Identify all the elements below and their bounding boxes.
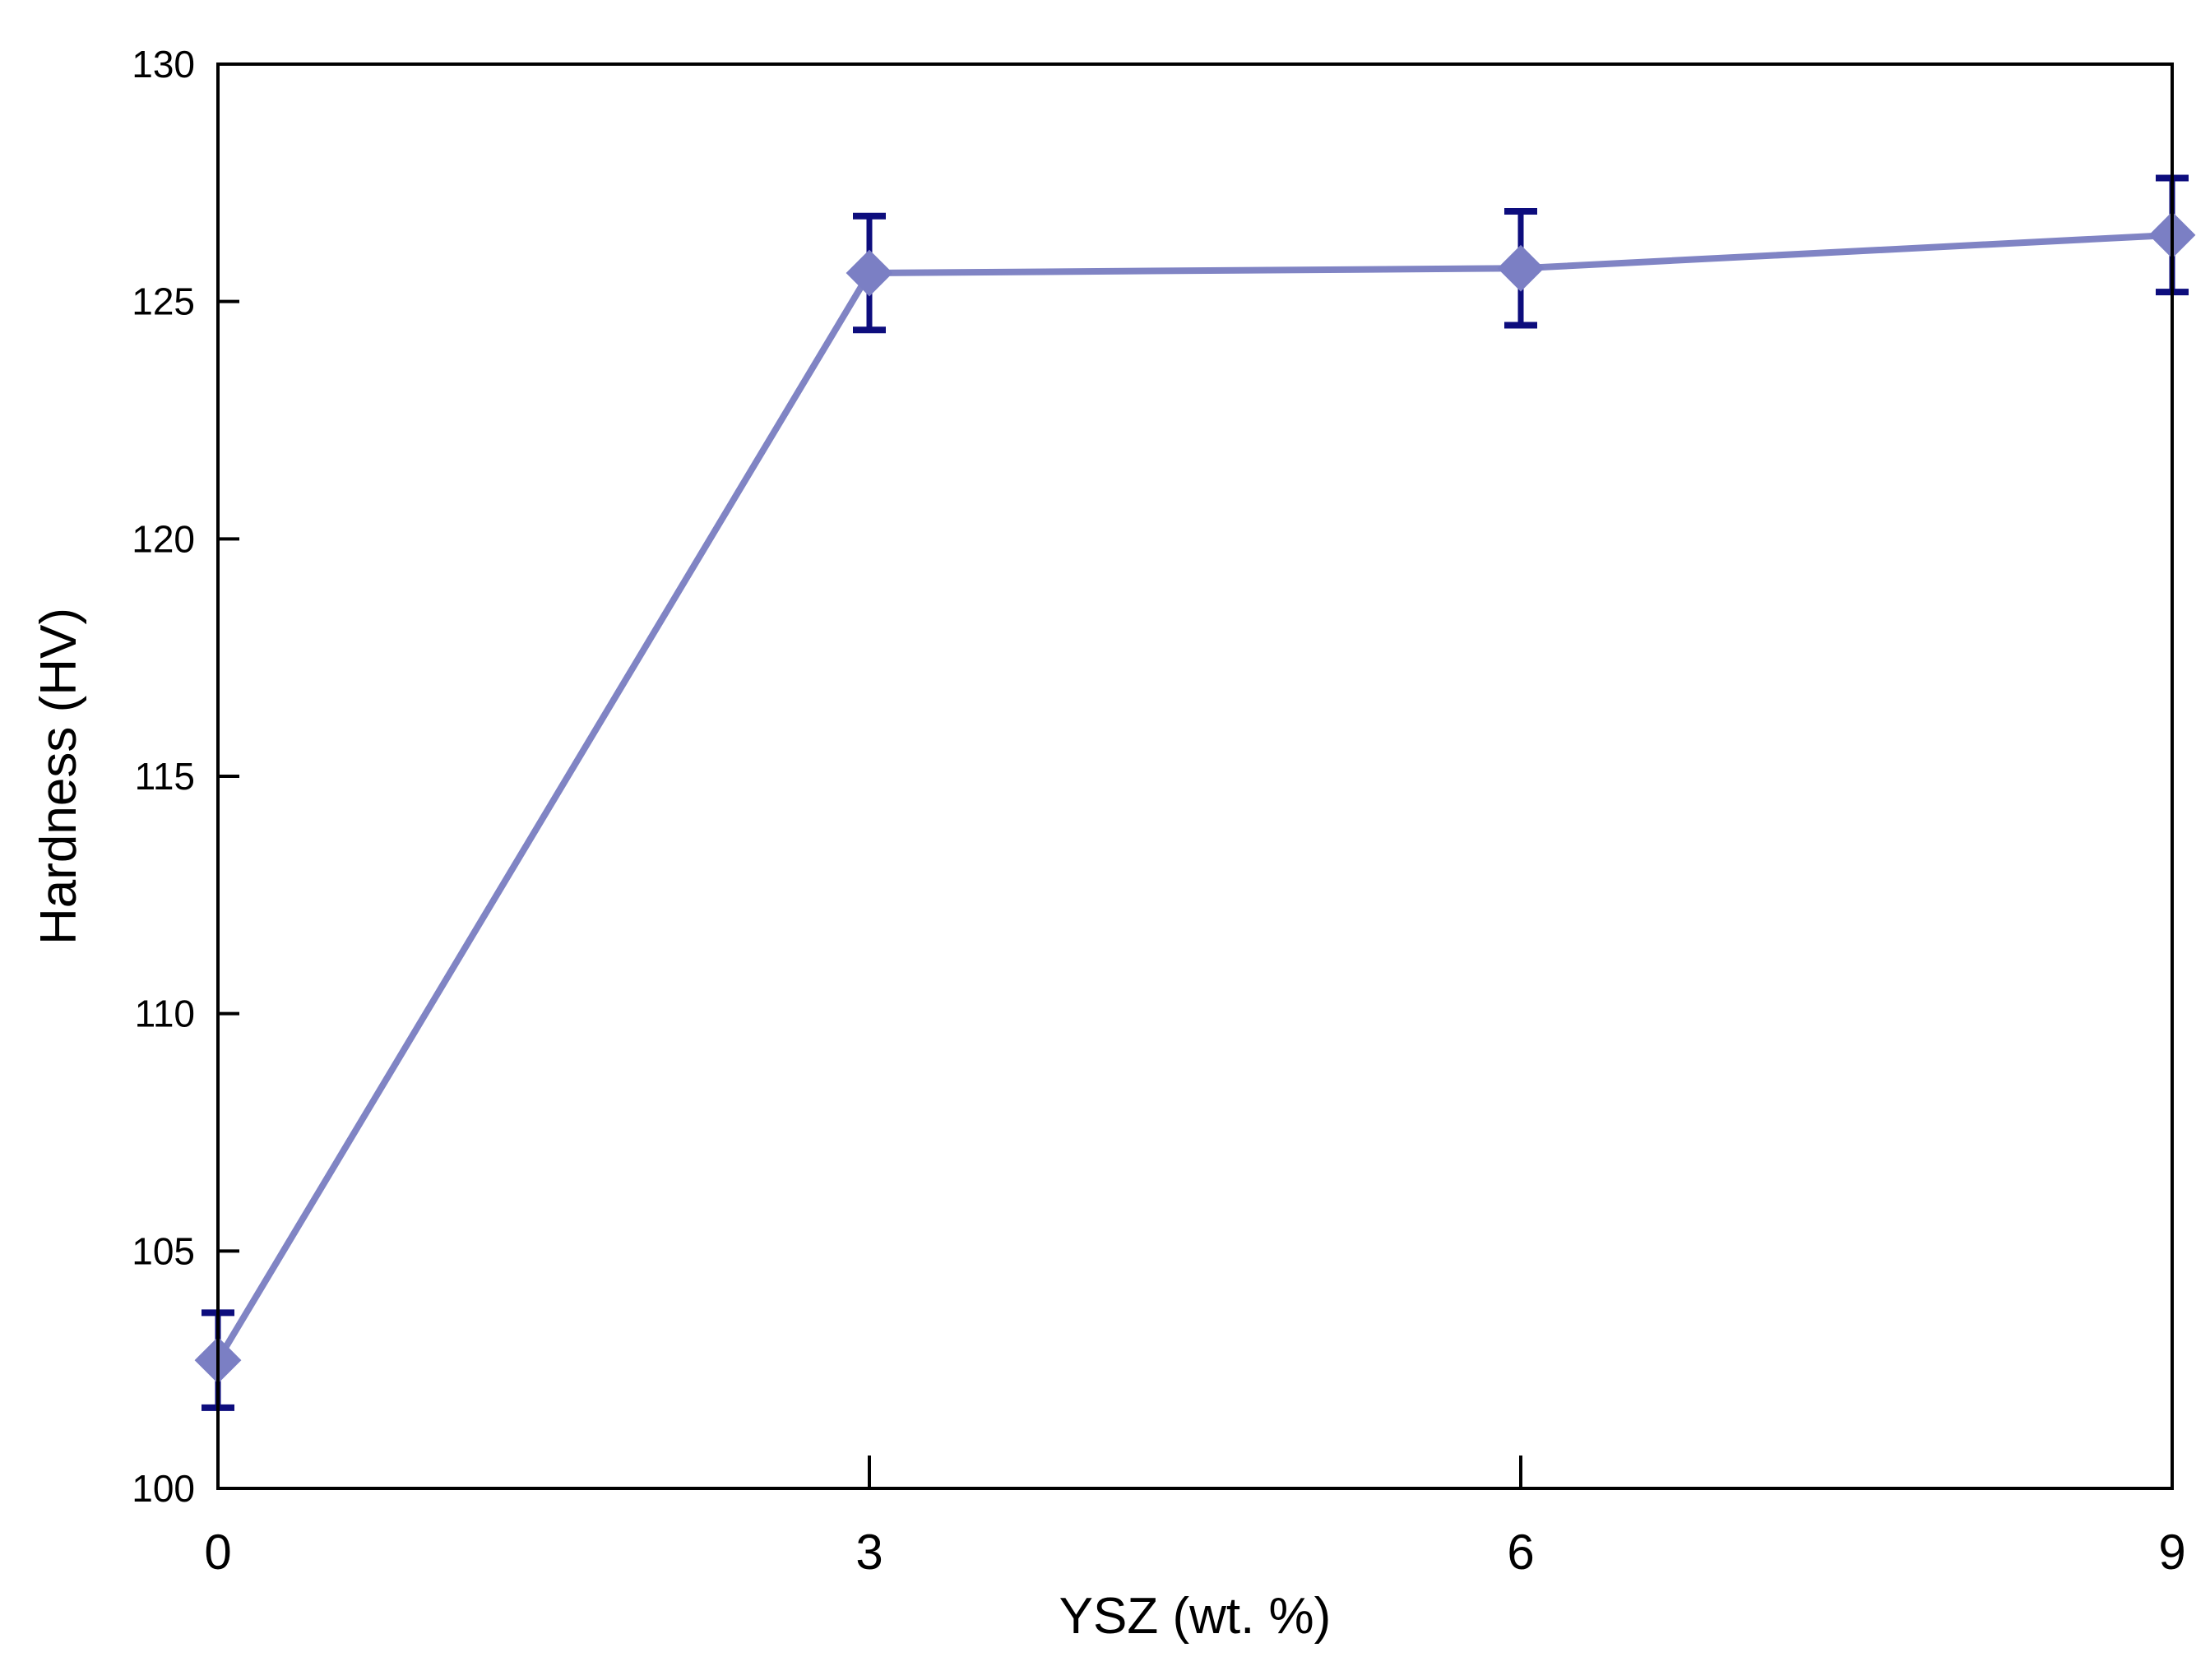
axis-ticks (218, 299, 1522, 1488)
data-point-6 (1497, 244, 1545, 292)
y-tick-label-110: 110 (135, 993, 195, 1035)
y-tick-label-105: 105 (132, 1229, 195, 1272)
x-axis-label: YSZ (wt. %) (1059, 1588, 1332, 1645)
series-line (215, 231, 2175, 1364)
x-tick-label-3: 3 (855, 1525, 883, 1580)
y-tick-label-125: 125 (132, 280, 195, 323)
y-tick-label-115: 115 (135, 755, 195, 798)
y-tick-label-100: 100 (132, 1467, 195, 1510)
plot-frame (216, 62, 2174, 1490)
data-point-3 (846, 249, 893, 297)
x-tick-label-6: 6 (1507, 1525, 1534, 1580)
y-tick-label-130: 130 (132, 43, 195, 86)
y-axis-label: Hardness (HV) (30, 608, 87, 945)
y-tick-label-120: 120 (132, 517, 195, 560)
tick-labels: 100 105 110 115 120 125 130 0 3 6 9 (132, 43, 2185, 1580)
x-tick-label-0: 0 (204, 1525, 231, 1580)
markers (194, 211, 2196, 1384)
x-tick-label-9: 9 (2158, 1525, 2185, 1580)
error-bars (202, 174, 2189, 1411)
series-line-layer (215, 231, 2175, 1364)
